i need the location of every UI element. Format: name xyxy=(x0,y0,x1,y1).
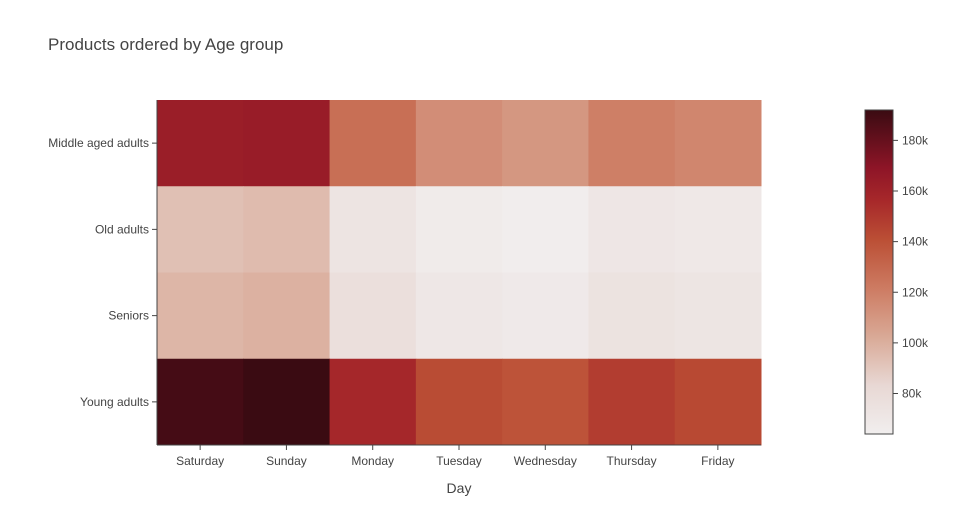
heatmap-cell-seniors-saturday xyxy=(157,272,244,360)
x-tick-label: Saturday xyxy=(176,454,224,468)
heatmap-cell-young-adults-sunday xyxy=(243,358,331,446)
heatmap-cell-seniors-sunday xyxy=(243,272,331,360)
x-axis-tick-labels: Saturday Sunday Monday Tuesday Wednesday Thur… xyxy=(176,445,735,468)
heatmap-cell-middle-aged-adults-thursday xyxy=(588,100,676,187)
colorbar-tick-label: 160k xyxy=(902,184,929,198)
y-tick-label: Young adults xyxy=(80,395,149,409)
heatmap-cell-old-adults-wednesday xyxy=(502,186,589,273)
heatmap-cell-young-adults-friday xyxy=(674,358,762,446)
heatmap-cell-young-adults-wednesday xyxy=(502,358,589,446)
heatmap-cell-seniors-wednesday xyxy=(502,272,589,360)
y-tick-label: Seniors xyxy=(108,309,149,323)
y-tick-label: Old adults xyxy=(95,222,149,236)
heatmap-cell-young-adults-saturday xyxy=(157,358,244,446)
colorbar: 80k 100k 120k 140k 160k 180k xyxy=(864,109,929,435)
heatmap-cell-middle-aged-adults-sunday xyxy=(243,100,331,187)
colorbar-tick-label: 80k xyxy=(902,387,922,401)
x-tick-label: Monday xyxy=(351,454,394,468)
colorbar-tick-label: 140k xyxy=(902,235,929,249)
x-tick-label: Thursday xyxy=(607,454,657,468)
heatmap-cell-old-adults-tuesday xyxy=(415,186,503,273)
heatmap-cell-middle-aged-adults-saturday xyxy=(157,100,244,187)
colorbar-tick-label: 180k xyxy=(902,133,929,147)
heatmap-cell-old-adults-saturday xyxy=(157,186,244,273)
y-tick-label: Middle aged adults xyxy=(48,136,149,150)
heatmap-cell-young-adults-tuesday xyxy=(415,358,503,446)
heatmap-cell-seniors-monday xyxy=(329,272,417,360)
heatmap-cell-middle-aged-adults-monday xyxy=(329,100,417,187)
heatmap-cell-middle-aged-adults-friday xyxy=(674,100,762,187)
colorbar-tick-label: 100k xyxy=(902,336,929,350)
heatmap-cell-old-adults-thursday xyxy=(588,186,676,273)
heatmap-cells xyxy=(157,100,762,446)
x-tick-label: Wednesday xyxy=(514,454,577,468)
heatmap-cell-old-adults-friday xyxy=(674,186,762,273)
colorbar-tick-label: 120k xyxy=(902,285,929,299)
heatmap-cell-seniors-thursday xyxy=(588,272,676,360)
heatmap-cell-old-adults-monday xyxy=(329,186,417,273)
heatmap-cell-young-adults-thursday xyxy=(588,358,676,446)
heatmap-cell-seniors-tuesday xyxy=(415,272,503,360)
heatmap-cell-middle-aged-adults-tuesday xyxy=(415,100,503,187)
x-tick-label: Sunday xyxy=(266,454,307,468)
heatmap-cell-young-adults-monday xyxy=(329,358,417,446)
heatmap-cell-old-adults-sunday xyxy=(243,186,331,273)
heatmap-cell-middle-aged-adults-wednesday xyxy=(502,100,589,187)
x-tick-label: Friday xyxy=(701,454,734,468)
x-tick-label: Tuesday xyxy=(436,454,482,468)
colorbar-gradient xyxy=(864,109,894,435)
y-axis-tick-labels: Middle aged adults Old adults Seniors Young… xyxy=(48,136,157,409)
chart-title: Products ordered by Age group xyxy=(48,35,283,54)
heatmap-cell-seniors-friday xyxy=(674,272,762,360)
x-axis-title: Day xyxy=(447,480,472,496)
